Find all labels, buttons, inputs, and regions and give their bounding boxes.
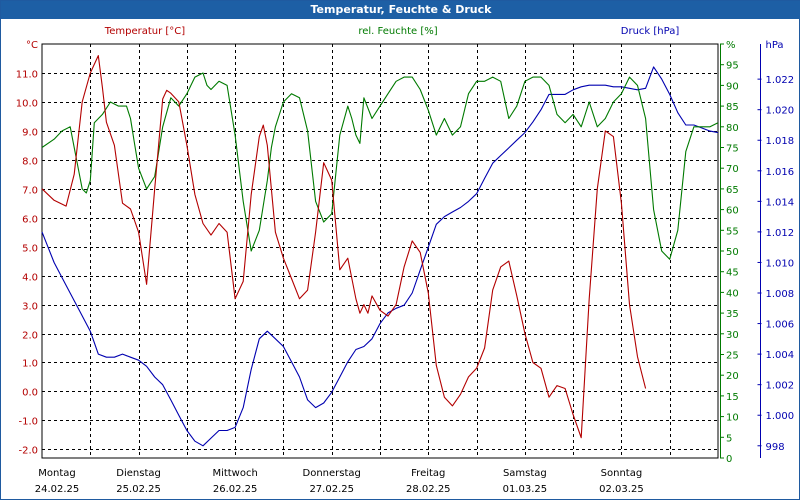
temp-tick-label: -1.0 [18,417,38,428]
pressure-tick-label: 1.006 [766,320,795,331]
pressure-series-line [41,66,719,447]
pressure-axis-unit: hPa [766,40,784,51]
humidity-tick-label: 65 [726,185,739,196]
temp-tick-label: 11.0 [16,70,38,81]
humidity-tick-label: 30 [726,330,739,341]
day-label: Samstag [503,468,547,479]
humidity-tick-label: 10 [726,413,739,424]
temp-tick-label: 8.0 [22,157,38,168]
pressure-tick-label: 1.016 [766,167,795,178]
humidity-tick-label: 40 [726,288,739,299]
humidity-tick-label: 15 [726,392,739,403]
humidity-tick-label: 50 [726,247,739,258]
pressure-tick-label: 1.018 [766,136,795,147]
humidity-tick-label: 25 [726,351,739,362]
humidity-tick-label: 0 [726,454,732,465]
humidity-tick-label: 70 [726,164,739,175]
humidity-tick-label: 5 [726,433,732,444]
day-label: Montag [38,468,75,479]
temp-tick-label: 6.0 [22,215,38,226]
humidity-tick-label: 90 [726,81,739,92]
temperature-series-label: Temperatur [°C] [104,26,185,37]
day-label: Freitag [411,468,445,479]
date-label: 26.02.25 [213,484,258,495]
temp-tick-label: 0.0 [22,388,38,399]
date-label: 28.02.25 [406,484,451,495]
temp-tick-label: 3.0 [22,302,38,313]
pressure-tick-label: 1.012 [766,228,795,239]
temp-tick-label: 10.0 [16,99,38,110]
pressure-tick-label: 1.002 [766,381,795,392]
pressure-tick-label: 1.010 [766,258,795,269]
humidity-series-line [41,72,719,260]
temp-tick-label: -2.0 [18,446,38,457]
temp-tick-label: 9.0 [22,128,38,139]
temp-tick-label: 7.0 [22,186,38,197]
pressure-tick-label: 1.022 [766,75,795,86]
pressure-tick-label: 1.008 [766,289,795,300]
pressure-tick-label: 1.004 [766,350,795,361]
temp-tick-label: 2.0 [22,331,38,342]
humidity-tick-label: 80 [726,123,739,134]
humidity-series-label: rel. Feuchte [%] [358,26,437,37]
humidity-tick-label: 20 [726,371,739,382]
date-label: 01.03.25 [503,484,548,495]
day-label: Mittwoch [212,468,257,479]
date-label: 27.02.25 [309,484,354,495]
humidity-tick-label: 85 [726,102,739,113]
humidity-tick-label: 55 [726,226,739,237]
date-label: 25.02.25 [116,484,161,495]
date-label: 02.03.25 [599,484,644,495]
humidity-tick-label: 45 [726,268,739,279]
temperature-series-line [41,55,647,439]
humidity-tick-label: 35 [726,309,739,320]
humidity-tick-label: % [726,40,736,51]
temp-tick-label: 5.0 [22,244,38,255]
day-label: Sonntag [601,468,643,479]
pressure-series-label: Druck [hPa] [621,26,680,37]
pressure-tick-label: 1.000 [766,411,795,422]
pressure-tick-label: 1.020 [766,106,795,117]
date-label: 24.02.25 [35,484,80,495]
day-label: Dienstag [116,468,161,479]
humidity-tick-label: 75 [726,144,739,155]
humidity-tick-label: 95 [726,61,739,72]
humidity-tick-label: 60 [726,206,739,217]
window-title: Temperatur, Feuchte & Druck [1,1,800,19]
temp-tick-label: 4.0 [22,273,38,284]
pressure-tick-label: 998 [766,442,785,453]
temp-tick-label: 1.0 [22,359,38,370]
temp-axis-unit: °C [26,40,38,51]
day-label: Donnerstag [303,468,361,479]
pressure-tick-label: 1.014 [766,197,795,208]
